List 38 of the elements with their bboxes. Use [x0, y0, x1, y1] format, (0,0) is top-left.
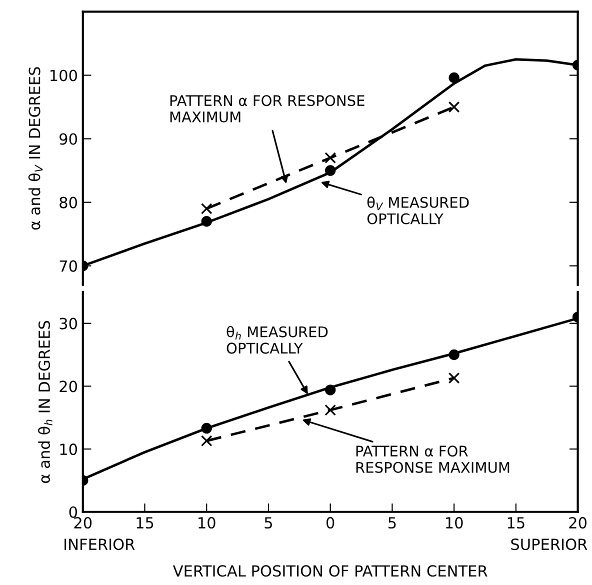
point	[324, 404, 336, 416]
x-tick-label: 10	[198, 517, 216, 529]
y-axis-title: α and θ$_{V}$ IN DEGREES	[28, 67, 43, 230]
text: INFERIOR	[64, 538, 135, 550]
x-tick-label: 10	[446, 517, 463, 529]
x-tick-label: 15	[136, 517, 154, 529]
annotation: PATTERN α FOR RESPONSE MAXIMUM	[170, 95, 364, 122]
y-tick-label: 0	[69, 506, 78, 518]
point	[200, 435, 212, 447]
point	[201, 422, 212, 434]
x-tick-label: 15	[508, 517, 524, 529]
point	[201, 216, 212, 227]
y-tick-label: 90	[60, 133, 78, 145]
annotation: θ$_{V}$ MEASURED OPTICALLY	[367, 196, 469, 224]
y-tick-label: 80	[60, 196, 78, 208]
point	[200, 202, 212, 214]
point	[324, 165, 336, 176]
point	[448, 372, 460, 384]
point	[324, 152, 336, 164]
y-axis-title: α and θ$_{h}$ IN DEGREES	[38, 320, 52, 483]
x-tick-label: 5	[388, 517, 396, 529]
x-axis-title: VERTICAL POSITION OF PATTERN CENTER	[172, 565, 488, 577]
y-tick-label: 100	[50, 70, 78, 82]
x-tick-label: 5	[264, 517, 272, 529]
point	[448, 349, 460, 360]
point	[448, 101, 460, 113]
x-tick-label: 20	[74, 517, 92, 529]
x-tick-label: 20	[569, 517, 586, 529]
point	[324, 384, 336, 396]
annotation: PATTERN α FOR RESPONSE MAXIMUM	[356, 446, 510, 473]
y-tick-label: 10	[60, 443, 78, 456]
y-tick-label: 70	[60, 260, 78, 272]
annotation: θ$_{h}$ MEASURED OPTICALLY	[226, 326, 328, 354]
y-tick-label: 30	[60, 318, 78, 330]
point	[448, 72, 460, 84]
y-tick-label: 20	[60, 380, 78, 392]
text: SUPERIOR	[511, 538, 588, 550]
x-tick-label: 0	[326, 517, 334, 529]
